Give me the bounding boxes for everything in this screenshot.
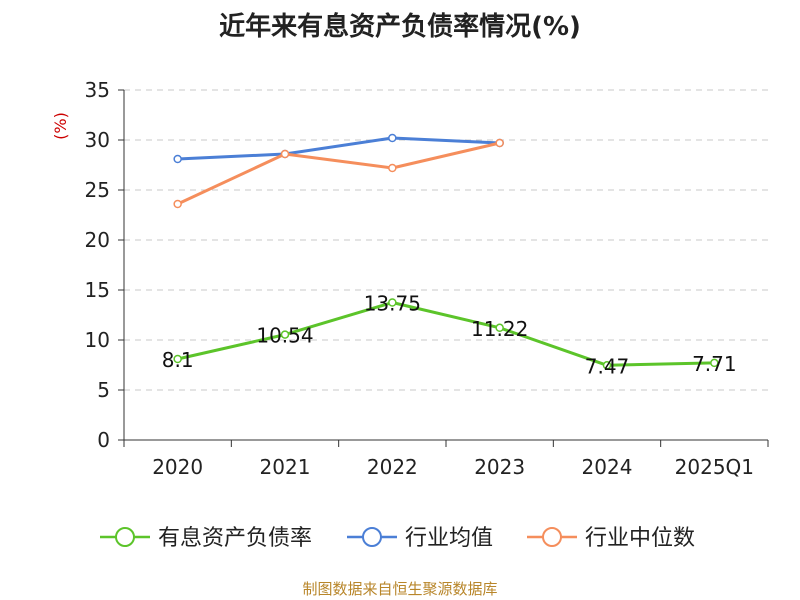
chart-title: 近年来有息资产负债率情况(%) xyxy=(219,12,581,42)
series-2 xyxy=(173,133,504,164)
legend-marker xyxy=(115,527,135,547)
y-tick-label: 10 xyxy=(85,328,110,352)
data-label: 10.54 xyxy=(256,324,313,348)
x-tick-label: 2025Q1 xyxy=(675,455,754,479)
x-tick-label: 2023 xyxy=(474,455,525,479)
y-tick-label: 25 xyxy=(85,178,110,202)
axes: 0 5 10 15 20 25 30 35 2020 2021 2022 2023 2024 2025Q1 xyxy=(85,78,769,479)
series-line xyxy=(177,136,500,161)
y-tick-label: 30 xyxy=(85,128,110,152)
data-point xyxy=(173,154,182,164)
x-tick-label: 2021 xyxy=(260,455,311,479)
data-label: 11.22 xyxy=(471,317,528,341)
legend: 有息资产负债率 行业均值 行业中位数 xyxy=(100,526,695,551)
y-axis-label: (%) xyxy=(51,112,70,140)
data-source: 制图数据来自恒生聚源数据库 xyxy=(302,580,498,598)
legend-label: 有息资产负债率 xyxy=(158,526,312,551)
y-tick-label: 0 xyxy=(97,428,110,452)
series-3 xyxy=(173,138,504,209)
data-point xyxy=(495,138,504,148)
data-label: 7.47 xyxy=(585,354,630,378)
data-point xyxy=(280,330,290,339)
legend-label: 行业中位数 xyxy=(585,526,695,551)
legend-marker xyxy=(362,527,382,547)
data-point xyxy=(710,358,719,368)
legend-item: 有息资产负债率 xyxy=(100,526,312,551)
y-tick-label: 15 xyxy=(85,278,110,302)
series-line xyxy=(177,301,715,367)
y-tick-label: 5 xyxy=(97,378,110,402)
data-point xyxy=(388,163,397,173)
x-tick-label: 2022 xyxy=(367,455,418,479)
x-tick-label: 2024 xyxy=(582,455,633,479)
data-point xyxy=(388,298,397,307)
legend-item: 行业均值 xyxy=(347,526,493,551)
data-label: 7.71 xyxy=(692,352,737,376)
legend-item: 行业中位数 xyxy=(527,526,695,551)
series-1: 8.1 10.54 13.75 11.22 7.47 7.71 xyxy=(162,292,737,379)
data-point xyxy=(173,354,182,364)
data-point xyxy=(280,149,290,159)
legend-label: 行业均值 xyxy=(405,526,493,551)
data-label: 13.75 xyxy=(364,292,421,316)
data-point xyxy=(602,361,612,370)
data-point xyxy=(495,323,504,333)
series-line xyxy=(177,141,501,206)
data-point xyxy=(173,199,182,209)
y-tick-label: 35 xyxy=(85,78,110,102)
grid-lines xyxy=(124,89,768,391)
data-label: 8.1 xyxy=(162,348,194,372)
series: 8.1 10.54 13.75 11.22 7.47 7.71 xyxy=(162,133,737,379)
data-point xyxy=(388,133,397,143)
x-tick-label: 2020 xyxy=(152,455,203,479)
legend-marker xyxy=(542,527,562,547)
y-tick-label: 20 xyxy=(85,228,110,252)
